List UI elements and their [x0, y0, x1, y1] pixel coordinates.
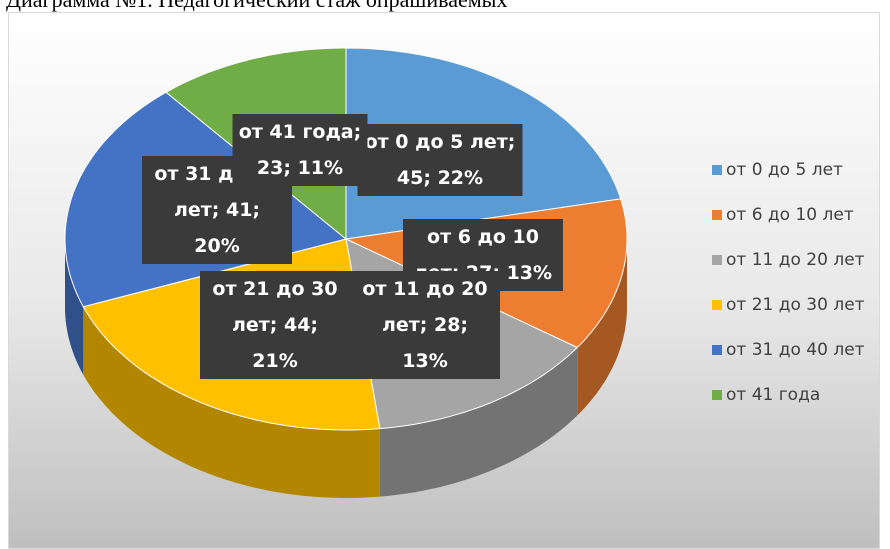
legend-swatch [712, 255, 722, 265]
chart-title: Диаграмма №1. Педагогический стаж опраши… [6, 0, 507, 13]
legend-item: от 6 до 10 лет [712, 205, 854, 225]
legend-item: от 0 до 5 лет [712, 160, 843, 180]
legend-swatch [712, 210, 722, 220]
legend-item: от 21 до 30 лет [712, 295, 865, 315]
legend-label: от 6 до 10 лет [726, 205, 854, 225]
data-label: от 21 до 30 лет; 44; 21% [200, 271, 350, 379]
legend-label: от 41 года [726, 385, 821, 405]
legend-label: от 31 до 40 лет [726, 340, 865, 360]
legend-swatch [712, 165, 722, 175]
data-label: от 11 до 20 лет; 28; 13% [350, 271, 500, 379]
legend-label: от 21 до 30 лет [726, 295, 865, 315]
legend-swatch [712, 390, 722, 400]
legend-label: от 11 до 20 лет [726, 250, 865, 270]
legend-item: от 41 года [712, 385, 820, 405]
data-label: от 41 года; 23; 11% [232, 114, 368, 186]
data-label: от 0 до 5 лет; 45; 22% [357, 124, 523, 196]
slice-side [83, 306, 380, 498]
slice-side [65, 239, 84, 375]
legend-swatch [712, 300, 722, 310]
legend-item: от 11 до 20 лет [712, 250, 865, 270]
slice-side [577, 239, 627, 416]
legend-item: от 31 до 40 лет [712, 340, 865, 360]
legend-swatch [712, 345, 722, 355]
legend-label: от 0 до 5 лет [726, 160, 843, 180]
